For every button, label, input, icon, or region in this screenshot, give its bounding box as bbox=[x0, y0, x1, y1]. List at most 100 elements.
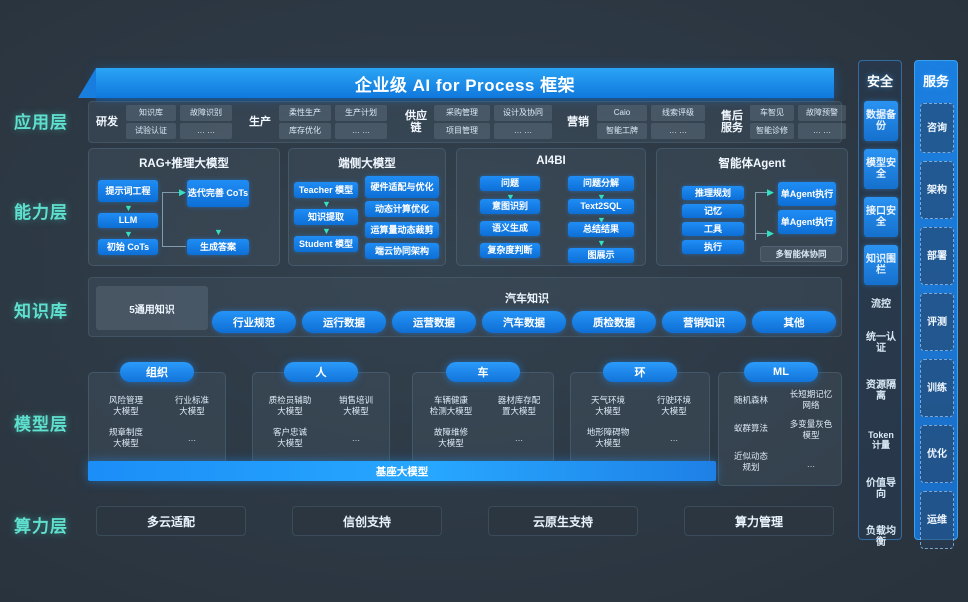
security-rail-item-model[interactable]: 模型安全 bbox=[864, 149, 898, 189]
app-cell[interactable]: 库存优化 bbox=[279, 123, 331, 139]
capability-chip[interactable]: Student 模型 bbox=[294, 236, 358, 252]
model-cell[interactable]: 行业标准 大模型 bbox=[174, 395, 209, 416]
model-group-people: 人 质检员辅助 大模型 销售培训 大模型 客户忠诚 大模型 … bbox=[252, 362, 390, 467]
app-cell[interactable]: 知识库 bbox=[126, 105, 176, 121]
security-rail-item-loadbalance[interactable]: 负载均衡 bbox=[866, 526, 896, 548]
capability-chip[interactable]: 问题分解 bbox=[568, 176, 634, 191]
service-rail-item-training[interactable]: 训练 bbox=[920, 359, 954, 417]
service-rail-item-optimization[interactable]: 优化 bbox=[920, 425, 954, 483]
capability-chip[interactable]: 单Agent执行 bbox=[778, 182, 836, 206]
security-rail-item-backup[interactable]: 数据备份 bbox=[864, 101, 898, 141]
security-rail-item-fence[interactable]: 知识围栏 bbox=[864, 245, 898, 285]
model-cell[interactable]: 近似动态 规划 bbox=[733, 451, 768, 472]
app-cell[interactable]: … … bbox=[335, 123, 387, 139]
compute-item-cloudnative[interactable]: 云原生支持 bbox=[488, 506, 638, 536]
model-cell[interactable]: 质检员辅助 大模型 bbox=[268, 395, 312, 416]
model-cell[interactable]: 器材库存配 置大模型 bbox=[497, 395, 541, 416]
capability-chip[interactable]: 意图识别 bbox=[480, 199, 540, 214]
capability-chip[interactable]: LLM bbox=[98, 213, 158, 228]
model-cell: … bbox=[669, 433, 679, 443]
capability-chip[interactable]: 动态计算优化 bbox=[365, 201, 439, 217]
capability-chip[interactable]: 问题 bbox=[480, 176, 540, 191]
app-cell[interactable]: 线索评级 bbox=[651, 105, 705, 121]
model-cell[interactable]: 风险管理 大模型 bbox=[108, 395, 143, 416]
app-cell[interactable]: … … bbox=[798, 123, 846, 139]
capability-chip[interactable]: 复杂度判断 bbox=[480, 243, 540, 258]
knowledge-chip[interactable]: 行业规范 bbox=[212, 311, 296, 333]
model-cell[interactable]: 行驶环境 大模型 bbox=[656, 395, 691, 416]
capability-chip[interactable]: 记忆 bbox=[682, 204, 744, 218]
compute-item-xinchuang[interactable]: 信创支持 bbox=[292, 506, 442, 536]
app-cell[interactable]: … … bbox=[180, 123, 232, 139]
app-cell[interactable]: 智能工牌 bbox=[597, 123, 647, 139]
service-rail-item-deployment[interactable]: 部署 bbox=[920, 227, 954, 285]
model-cell[interactable]: 车辆健康 检测大模型 bbox=[429, 395, 473, 416]
app-cell[interactable]: 设计及协同 bbox=[494, 105, 552, 121]
capability-chip[interactable]: 图展示 bbox=[568, 248, 634, 263]
security-rail-item-flow[interactable]: 流控 bbox=[871, 298, 891, 310]
model-cell[interactable]: 长短期记忆 网络 bbox=[789, 389, 833, 410]
capability-chip[interactable]: 知识提取 bbox=[294, 209, 358, 225]
app-cell[interactable]: 生产计划 bbox=[335, 105, 387, 121]
connector-line bbox=[162, 192, 184, 193]
capability-chip[interactable]: 语义生成 bbox=[480, 221, 540, 236]
model-cell[interactable]: 故障维修 大模型 bbox=[433, 427, 468, 448]
model-cell[interactable]: 天气环境 大模型 bbox=[590, 395, 625, 416]
capability-chip[interactable]: 初始 CoTs bbox=[98, 239, 158, 255]
knowledge-chip[interactable]: 质检数据 bbox=[572, 311, 656, 333]
security-rail-item-api[interactable]: 接口安全 bbox=[864, 197, 898, 237]
agent-collaboration-label: 多智能体协同 bbox=[760, 246, 842, 262]
compute-item-multicloud[interactable]: 多云适配 bbox=[96, 506, 246, 536]
knowledge-chip[interactable]: 营销知识 bbox=[662, 311, 746, 333]
capability-chip[interactable]: 工具 bbox=[682, 222, 744, 236]
capability-chip[interactable]: Teacher 模型 bbox=[294, 182, 358, 198]
capability-chip[interactable]: 总结结果 bbox=[568, 222, 634, 237]
app-cell[interactable]: 试验认证 bbox=[126, 123, 176, 139]
model-cell[interactable]: 销售培训 大模型 bbox=[338, 395, 373, 416]
knowledge-general-box[interactable]: 5通用知识 bbox=[96, 286, 208, 330]
service-rail-item-operations[interactable]: 运维 bbox=[920, 491, 954, 549]
capability-chip[interactable]: Text2SQL bbox=[568, 199, 634, 214]
app-cell[interactable]: … … bbox=[651, 123, 705, 139]
arrow-down-icon: ▼ bbox=[322, 199, 331, 209]
knowledge-chip[interactable]: 运行数据 bbox=[302, 311, 386, 333]
security-rail-item-isolation[interactable]: 资源隔离 bbox=[866, 380, 896, 402]
app-cell[interactable]: … … bbox=[494, 123, 552, 139]
app-cell[interactable]: 项目管理 bbox=[434, 123, 490, 139]
capability-chip[interactable]: 提示词工程 bbox=[98, 180, 158, 202]
capability-chip[interactable]: 生成答案 bbox=[187, 239, 249, 255]
app-cell[interactable]: Caio bbox=[597, 105, 647, 121]
model-cell[interactable]: 蚁群算法 bbox=[733, 423, 768, 433]
app-group-after-sales: 售后服务 车智见 故障预警 智能诊修 … … bbox=[718, 101, 846, 143]
knowledge-chip[interactable]: 汽车数据 bbox=[482, 311, 566, 333]
service-rail-item-architecture[interactable]: 架构 bbox=[920, 161, 954, 219]
model-cell[interactable]: 随机森林 bbox=[733, 395, 768, 405]
capability-chip[interactable]: 执行 bbox=[682, 240, 744, 254]
model-cell[interactable]: 多变量灰色 模型 bbox=[789, 419, 833, 440]
capability-chip[interactable]: 推理规划 bbox=[682, 186, 744, 200]
security-rail-item-auth[interactable]: 统一认证 bbox=[866, 332, 896, 354]
model-cell[interactable]: 客户忠诚 大模型 bbox=[272, 427, 307, 448]
knowledge-chip[interactable]: 运营数据 bbox=[392, 311, 476, 333]
app-cell[interactable]: 故障预警 bbox=[798, 105, 846, 121]
knowledge-chip[interactable]: 其他 bbox=[752, 311, 836, 333]
model-cell[interactable]: 地形障碍物 大模型 bbox=[586, 427, 630, 448]
capability-chip[interactable]: 迭代完善 CoTs bbox=[187, 180, 249, 207]
app-cell[interactable]: 车智见 bbox=[750, 105, 794, 121]
service-rail-item-consulting[interactable]: 咨询 bbox=[920, 103, 954, 153]
model-cell[interactable]: 规章制度 大模型 bbox=[108, 427, 143, 448]
capability-chip[interactable]: 端云协同架构 bbox=[365, 243, 439, 259]
app-cell[interactable]: 智能诊修 bbox=[750, 123, 794, 139]
security-rail-item-value[interactable]: 价值导向 bbox=[866, 478, 896, 500]
app-cell[interactable]: 故障识别 bbox=[180, 105, 232, 121]
capability-chip[interactable]: 硬件适配与优化 bbox=[365, 176, 439, 198]
security-rail-item-token[interactable]: Token计量 bbox=[868, 430, 894, 450]
capability-chip[interactable]: 运算量动态裁剪 bbox=[365, 222, 439, 238]
service-rail-item-evaluation[interactable]: 评测 bbox=[920, 293, 954, 351]
capability-chip[interactable]: 单Agent执行 bbox=[778, 210, 836, 234]
compute-item-compute-mgmt[interactable]: 算力管理 bbox=[684, 506, 834, 536]
app-cell[interactable]: 柔性生产 bbox=[279, 105, 331, 121]
layer-label-compute: 算力层 bbox=[14, 517, 68, 536]
app-cell[interactable]: 采购管理 bbox=[434, 105, 490, 121]
base-model-bar[interactable]: 基座大模型 bbox=[88, 461, 716, 481]
